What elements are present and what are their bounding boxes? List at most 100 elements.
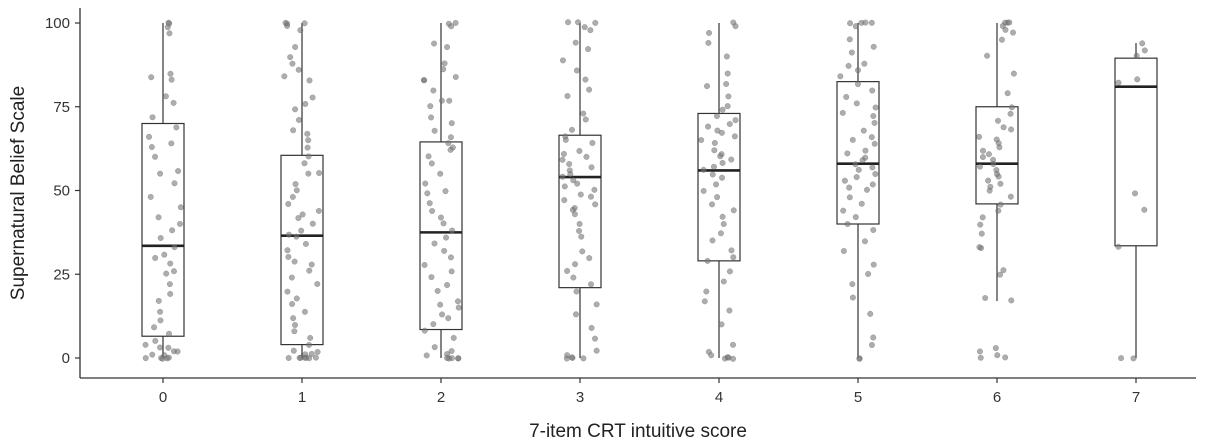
x-tick-label: 2	[437, 389, 445, 406]
data-point	[157, 308, 164, 315]
data-point	[719, 106, 726, 113]
data-point	[593, 301, 600, 308]
data-point	[979, 214, 986, 221]
data-point	[994, 352, 1001, 359]
data-point	[841, 177, 848, 184]
data-point	[293, 187, 300, 194]
data-point	[168, 76, 175, 83]
data-point	[171, 180, 178, 187]
data-point	[725, 354, 732, 361]
data-point	[570, 177, 577, 184]
data-point	[424, 190, 431, 197]
data-point	[445, 140, 452, 147]
data-point	[717, 230, 724, 237]
data-point	[145, 133, 153, 140]
data-point	[316, 169, 323, 177]
data-point	[731, 133, 738, 140]
x-tick-label: 5	[854, 389, 862, 406]
data-point	[303, 354, 310, 361]
data-point	[976, 133, 983, 140]
data-point	[985, 151, 992, 158]
data-point	[171, 244, 178, 251]
data-point	[142, 341, 149, 348]
data-point	[724, 103, 731, 110]
data-point	[585, 46, 592, 53]
data-point	[1004, 90, 1011, 97]
data-point	[147, 193, 154, 200]
data-point	[729, 341, 737, 348]
data-point	[295, 116, 303, 124]
point-group	[142, 19, 1148, 362]
data-point	[582, 76, 589, 83]
data-point	[580, 355, 587, 362]
x-tick-label: 6	[993, 389, 1001, 406]
data-point	[454, 298, 462, 305]
data-point	[441, 247, 448, 254]
data-point	[720, 278, 727, 285]
data-point	[982, 294, 989, 302]
data-point	[852, 161, 859, 168]
data-point	[452, 19, 459, 26]
data-point	[156, 344, 164, 351]
data-point	[701, 298, 708, 305]
data-point	[309, 220, 316, 227]
x-axis-title: 7-item CRT intuitive score	[529, 421, 747, 442]
data-point	[726, 307, 733, 314]
data-point	[440, 66, 447, 73]
data-point	[588, 164, 595, 171]
x-tick-label: 7	[1132, 389, 1140, 406]
data-point	[438, 97, 445, 104]
data-point	[1115, 79, 1122, 86]
data-point	[708, 352, 715, 359]
data-point	[852, 214, 859, 221]
data-point	[718, 321, 725, 328]
data-point	[592, 201, 599, 208]
data-point	[296, 354, 303, 361]
x-tick-label: 4	[715, 389, 723, 406]
data-point	[868, 341, 875, 349]
data-point	[591, 186, 598, 193]
data-point	[845, 62, 852, 69]
data-point	[583, 153, 590, 160]
data-point	[431, 344, 438, 351]
box-iqr	[558, 134, 602, 289]
data-point	[976, 244, 983, 251]
data-point	[996, 144, 1003, 151]
data-point	[559, 173, 566, 180]
data-point	[586, 86, 593, 93]
data-point	[992, 345, 999, 352]
data-point	[709, 237, 716, 244]
data-point	[429, 207, 436, 215]
data-point	[710, 163, 717, 170]
data-point	[312, 354, 319, 361]
data-point	[592, 19, 599, 26]
data-point	[559, 57, 566, 64]
data-point	[844, 150, 851, 157]
data-point	[586, 255, 593, 262]
data-point	[730, 254, 737, 261]
data-point	[176, 220, 184, 227]
data-point	[293, 295, 300, 302]
data-point	[431, 127, 438, 134]
data-point	[448, 268, 455, 275]
data-point	[452, 73, 459, 81]
data-point	[872, 104, 879, 111]
data-point	[291, 321, 299, 329]
data-point	[846, 194, 853, 201]
data-point	[291, 328, 298, 335]
data-point	[450, 334, 457, 341]
data-point	[421, 77, 428, 84]
data-point	[698, 137, 705, 144]
data-point	[1000, 267, 1007, 274]
data-point	[289, 193, 296, 200]
data-point	[298, 227, 305, 234]
data-point	[167, 260, 174, 267]
data-point	[301, 308, 308, 315]
data-point	[447, 146, 454, 153]
data-point	[865, 270, 872, 278]
data-point	[166, 30, 173, 37]
data-point	[840, 247, 847, 255]
data-point	[438, 311, 446, 318]
data-point	[860, 127, 867, 134]
data-point	[732, 23, 739, 30]
